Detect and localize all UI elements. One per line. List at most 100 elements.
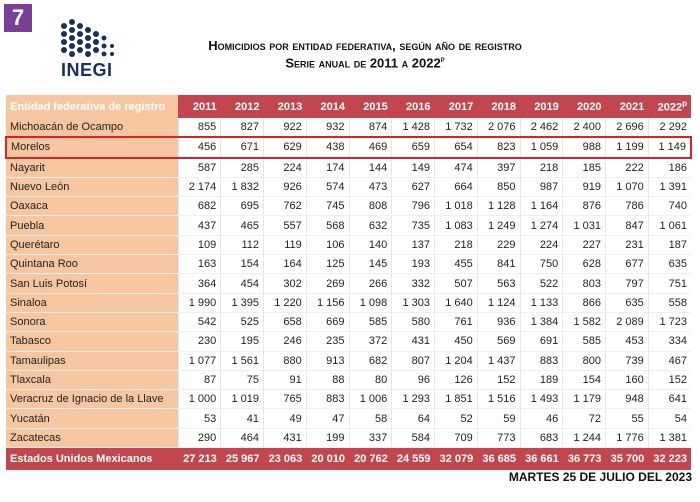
cell: 803: [562, 273, 606, 294]
cell: 786: [605, 196, 649, 217]
cell: 75: [220, 370, 264, 391]
cell: 1 156: [305, 293, 349, 313]
table-row: Oaxaca 682 695 762 745 808 796 1 018 1 128 1 164 8…: [6, 196, 691, 217]
cell: 174: [305, 157, 349, 178]
cell: 222: [605, 157, 649, 178]
date: MARTES 25 DE JULIO DEL 2023: [508, 470, 692, 484]
cell: 1 293: [391, 389, 435, 410]
column-header-text: 2017: [448, 100, 474, 113]
table-row: Tamaulipas 1 077 1 561 880 913 682 807 1 204 1 4…: [6, 351, 691, 371]
cell: 1 640: [434, 293, 478, 313]
cell: 473: [348, 177, 392, 198]
cell: 522: [519, 273, 563, 294]
cell: 1 128: [476, 196, 520, 217]
cell: 750: [519, 254, 563, 275]
table-row: Tlaxcala 87 75 91 88 80 96 126 152 189 154 160 152: [6, 370, 691, 391]
column-header-text: 2012: [235, 100, 260, 113]
cell: 926: [263, 177, 307, 198]
cell: 437: [177, 215, 221, 236]
cell: 230: [177, 331, 221, 352]
cell: 1 384: [519, 312, 563, 333]
cell: 808: [348, 196, 392, 217]
cell: 1 428: [391, 118, 435, 138]
cell: 683: [519, 428, 563, 449]
cell: 125: [305, 254, 349, 275]
table-row: Yucatán 53 41 49 47 58 64 52 59 46 72 55 54: [6, 408, 691, 429]
row-label: Nayarit: [6, 157, 178, 178]
cell: 1 303: [391, 293, 435, 313]
cell: 627: [391, 177, 435, 198]
cell: 677: [605, 254, 649, 275]
cell: 987: [519, 177, 563, 198]
column-header: 2013: [263, 95, 307, 118]
cell: 709: [434, 428, 478, 449]
cell: 735: [391, 215, 435, 236]
cell: 1 070: [605, 177, 649, 198]
cell: 1 133: [519, 293, 563, 313]
cell: 152: [476, 370, 520, 391]
cell: 568: [305, 215, 349, 236]
cell: 72: [562, 408, 606, 429]
cell: 431: [263, 428, 307, 449]
total-cell: 25 967: [220, 447, 264, 471]
cell: 154: [562, 370, 606, 391]
table-row: Michoacán de Ocampo 855 827 922 932 874 1 428 1…: [6, 118, 691, 138]
cell: 883: [305, 389, 349, 410]
cell: 64: [391, 408, 435, 429]
table-row: Nayarit 587 285 224 174 144 149 474 397 218 185 222…: [6, 157, 691, 178]
cell: 2 462: [519, 118, 563, 138]
cell: 119: [263, 235, 307, 256]
cell: 109: [177, 235, 221, 256]
cell: 855: [177, 118, 221, 138]
total-cell: 35 700: [605, 447, 649, 471]
cell: 558: [647, 293, 691, 313]
cell: 1 164: [519, 196, 563, 217]
table-row: Tabasco 230 195 246 235 372 431 450 569 691 585 453…: [6, 331, 691, 352]
cell: 507: [434, 273, 478, 294]
cell: 1 124: [476, 293, 520, 313]
total-cell: 24 559: [391, 447, 435, 471]
row-label: Puebla: [6, 215, 178, 236]
column-header-text: 2015: [363, 100, 388, 113]
cell: 1 019: [220, 389, 264, 410]
cell: 397: [476, 157, 520, 178]
cell: 1 723: [647, 312, 691, 333]
cell: 149: [391, 157, 435, 178]
cell: 467: [647, 351, 691, 371]
cell: 1 851: [434, 389, 478, 410]
cell: 796: [391, 196, 435, 217]
cell: 866: [562, 293, 606, 313]
subtitle: Serie anual de 2011 a 2022p: [130, 55, 600, 70]
cell: 269: [305, 273, 349, 294]
cell: 1 776: [605, 428, 649, 449]
column-header: 2015: [349, 95, 392, 118]
table-row: Veracruz de Ignacio de la Llave 1 000 1 01…: [6, 389, 691, 410]
table-row: Puebla 437 465 557 568 632 735 1 083 1 249 1 274 1…: [6, 215, 691, 236]
cell: 800: [562, 351, 606, 371]
total-cell: 32 079: [434, 447, 478, 471]
total-cell: 20 762: [349, 447, 392, 471]
cell: 53: [177, 408, 221, 429]
cell: 145: [348, 254, 392, 275]
cell: 745: [305, 196, 349, 217]
total-cell: 36 685: [477, 447, 520, 471]
column-header: 2021: [605, 95, 649, 118]
cell: 164: [263, 254, 307, 275]
cell: 218: [434, 235, 478, 256]
cell: 919: [562, 177, 606, 198]
cell: 542: [177, 312, 221, 333]
cell: 126: [434, 370, 478, 391]
cell: 1 516: [476, 389, 520, 410]
subtitle-mark: p: [440, 55, 445, 64]
column-header-mark: p: [682, 99, 687, 109]
cell: 186: [647, 157, 691, 178]
cell: 266: [348, 273, 392, 294]
cell: 469: [348, 136, 392, 159]
cell: 628: [562, 254, 606, 275]
cell: 658: [263, 312, 307, 333]
cell: 231: [605, 235, 649, 256]
total-cell: 23 063: [263, 447, 307, 471]
cell: 629: [263, 136, 307, 159]
cell: 1 990: [177, 293, 221, 313]
